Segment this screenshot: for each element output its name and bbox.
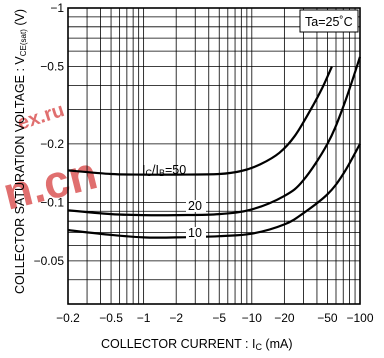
x-tick-label: −1 [137,311,151,325]
series-line-0 [67,66,333,176]
series-line-2 [67,143,361,239]
y-tick-label: −0.5 [40,60,64,74]
condition-label: Ta=25˚C [305,15,353,29]
x-tick-label: −2 [169,311,183,325]
x-tick-label: −0.5 [99,311,123,325]
y-tick-label: −0.05 [34,254,65,268]
series-label-ic-ib-50: IC/IB=50 [142,163,186,178]
x-tick-label: −10 [242,311,263,325]
y-tick-label: −0.1 [40,195,64,209]
x-tick-labels: −0.2 −0.5 −1 −2 −5 −10 −20 −50 −100 [56,311,374,325]
x-tick-label: −50 [317,311,338,325]
y-tick-label: −1 [50,1,64,15]
x-tick-label: −0.2 [56,311,80,325]
x-tick-label: −20 [274,311,295,325]
y-axis-title: COLLECTOR SATURATION VOLTAGE : VCE(sat) … [13,9,28,294]
series-line-1 [67,56,362,217]
x-tick-label: −5 [212,311,226,325]
series-label-10: 10 [188,226,202,240]
x-tick-label: −100 [346,311,373,325]
y-tick-labels: −1 −0.5 −0.2 −0.1 −0.05 [34,1,65,268]
condition-box [299,9,359,33]
y-tick-label: −0.2 [40,137,64,151]
series-label-bg-10 [186,227,206,239]
grid [67,7,361,305]
plot-frame [67,7,361,305]
x-axis-title: COLLECTOR CURRENT : IC (mA) [101,337,293,352]
series-group [67,56,362,239]
series-label-bg-20 [186,200,206,212]
series-label-20: 20 [188,199,202,213]
